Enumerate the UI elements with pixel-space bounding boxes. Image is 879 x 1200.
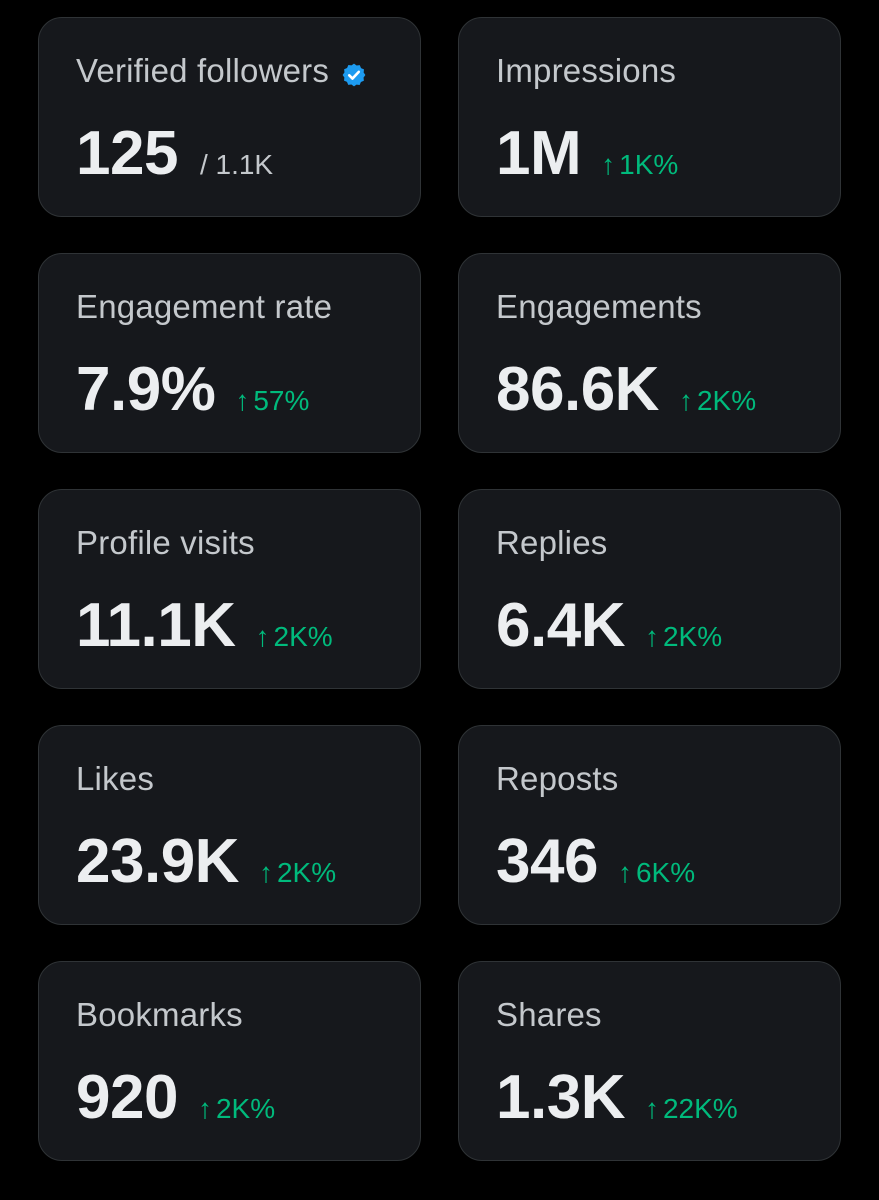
card-total: / 1.1K <box>199 149 274 180</box>
arrow-up-icon: ↑ <box>197 1093 212 1124</box>
arrow-up-icon: ↑ <box>258 857 273 888</box>
card-change-value: 2K% <box>696 385 757 416</box>
card-metric: 7.9% ↑ 57% <box>76 354 309 425</box>
card-metric: 1.3K ↑ 22K% <box>496 1062 738 1133</box>
card-change: ↑ 57% <box>235 385 309 417</box>
card-label: Impressions <box>496 52 677 89</box>
card-metric: 6.4K ↑ 2K% <box>496 590 722 661</box>
card-likes[interactable]: Likes 23.9K ↑ 2K% <box>38 725 421 925</box>
card-engagement-rate[interactable]: Engagement rate 7.9% ↑ 57% <box>38 253 421 453</box>
card-metric: 125 / 1.1K <box>76 118 273 189</box>
card-change: ↑ 2K% <box>256 621 333 653</box>
card-label: Engagement rate <box>76 288 333 325</box>
card-shares[interactable]: Shares 1.3K ↑ 22K% <box>458 961 841 1161</box>
card-label: Profile visits <box>76 524 255 561</box>
card-engagements[interactable]: Engagements 86.6K ↑ 2K% <box>458 253 841 453</box>
card-metric: 11.1K ↑ 2K% <box>76 590 333 661</box>
card-value: 125 <box>76 119 178 188</box>
card-reposts[interactable]: Reposts 346 ↑ 6K% <box>458 725 841 925</box>
card-profile-visits[interactable]: Profile visits 11.1K ↑ 2K% <box>38 489 421 689</box>
card-change: ↑ 1K% <box>601 149 678 181</box>
card-metric: 23.9K ↑ 2K% <box>76 826 336 897</box>
card-value: 1.3K <box>496 1063 625 1132</box>
card-change-value: 57% <box>253 385 310 416</box>
card-metric: 86.6K ↑ 2K% <box>496 354 756 425</box>
card-label: Likes <box>76 760 155 797</box>
arrow-up-icon: ↑ <box>617 857 632 888</box>
card-replies[interactable]: Replies 6.4K ↑ 2K% <box>458 489 841 689</box>
card-label-text: Verified followers <box>76 52 330 89</box>
arrow-up-icon: ↑ <box>235 385 250 416</box>
arrow-up-icon: ↑ <box>644 621 659 652</box>
card-bookmarks[interactable]: Bookmarks 920 ↑ 2K% <box>38 961 421 1161</box>
card-value: 346 <box>496 827 598 896</box>
card-change: ↑ 2K% <box>645 621 722 653</box>
card-label: Engagements <box>496 288 702 325</box>
card-change: ↑ 6K% <box>618 857 695 889</box>
card-change-value: 2K% <box>215 1093 276 1124</box>
card-value: 11.1K <box>76 591 236 660</box>
card-change-value: 2K% <box>273 621 333 652</box>
card-metric: 346 ↑ 6K% <box>496 826 695 897</box>
card-label: Reposts <box>496 760 619 797</box>
card-metric: 920 ↑ 2K% <box>76 1062 275 1133</box>
card-change-value: 2K% <box>276 857 337 888</box>
card-impressions[interactable]: Impressions 1M ↑ 1K% <box>458 17 841 217</box>
arrow-up-icon: ↑ <box>255 621 270 652</box>
card-change: ↑ 2K% <box>259 857 336 889</box>
verified-badge-icon <box>341 58 367 87</box>
card-label: Bookmarks <box>76 996 243 1033</box>
card-change-value: 6K% <box>635 857 696 888</box>
arrow-up-icon: ↑ <box>601 149 616 180</box>
card-change-value: 22K% <box>662 1093 738 1124</box>
card-change: ↑ 22K% <box>645 1093 738 1125</box>
arrow-up-icon: ↑ <box>678 385 693 416</box>
card-label: Replies <box>496 524 608 561</box>
card-value: 86.6K <box>496 355 659 424</box>
card-change: ↑ 2K% <box>679 385 756 417</box>
card-value: 6.4K <box>496 591 625 660</box>
card-metric: 1M ↑ 1K% <box>496 118 678 189</box>
card-value: 920 <box>76 1063 178 1132</box>
card-change-value: 2K% <box>662 621 723 652</box>
card-change: ↑ 2K% <box>198 1093 275 1125</box>
arrow-up-icon: ↑ <box>644 1093 659 1124</box>
card-value: 23.9K <box>76 827 239 896</box>
card-label: Verified followers <box>76 52 367 90</box>
card-label: Shares <box>496 996 602 1033</box>
card-change-value: 1K% <box>619 149 679 180</box>
card-value: 1M <box>496 119 582 188</box>
card-verified-followers[interactable]: Verified followers 125 / 1.1K <box>38 17 421 217</box>
card-value: 7.9% <box>76 355 216 424</box>
